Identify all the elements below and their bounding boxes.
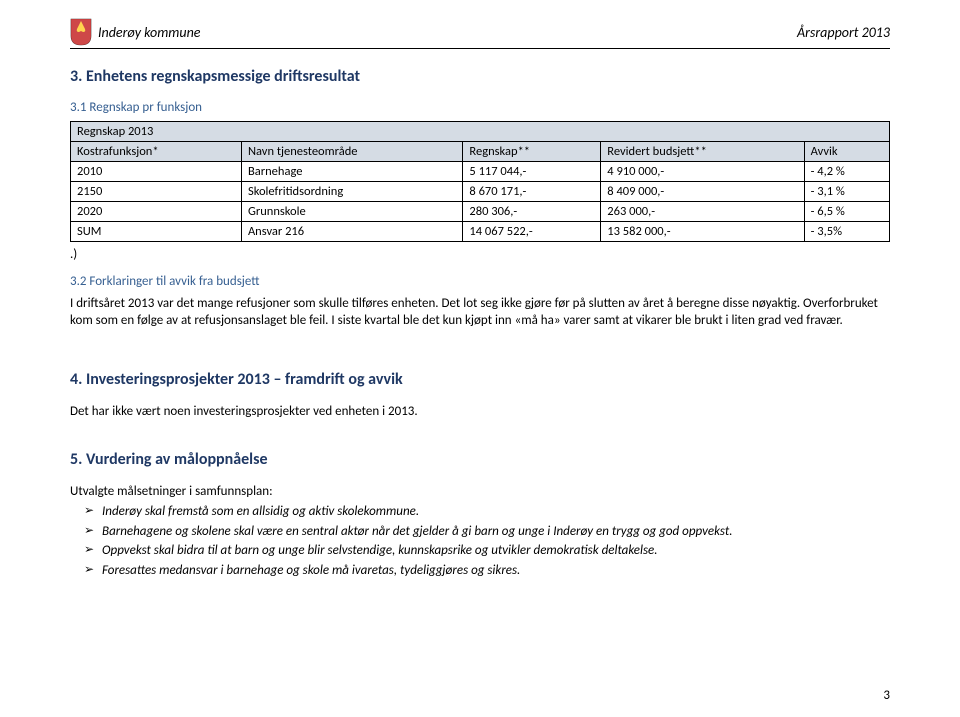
- section-5-intro: Utvalgte målsetninger i samfunnsplan:: [70, 483, 890, 501]
- section-4-title: 4. Investeringsprosjekter 2013 – framdri…: [70, 370, 890, 389]
- municipality-shield-icon: [70, 18, 92, 46]
- cell: - 4,2 %: [804, 162, 889, 182]
- list-item: Oppvekst skal bidra til at barn og unge …: [88, 542, 890, 561]
- table-row: 2150 Skolefritidsordning 8 670 171,- 8 4…: [71, 182, 890, 202]
- bullet-text: Foresattes medansvar i barnehage og skol…: [102, 563, 520, 578]
- section-3-1-title: 3.1 Regnskap pr funksjon: [70, 100, 890, 115]
- cell: 2150: [71, 182, 242, 202]
- table-header-row: Kostrafunksjon* Navn tjenesteområde Regn…: [71, 142, 890, 162]
- cell: 5 117 044,-: [463, 162, 601, 182]
- cell: Grunnskole: [241, 202, 462, 222]
- cell: Barnehage: [241, 162, 462, 182]
- list-item: Foresattes medansvar i barnehage og skol…: [88, 562, 890, 581]
- col-header: Navn tjenesteområde: [241, 142, 462, 162]
- cell: 263 000,-: [601, 202, 804, 222]
- cell: 2010: [71, 162, 242, 182]
- col-header: Avvik: [804, 142, 889, 162]
- cell: 8 670 171,-: [463, 182, 601, 202]
- table-row: 2020 Grunnskole 280 306,- 263 000,- - 6,…: [71, 202, 890, 222]
- table-row: SUM Ansvar 216 14 067 522,- 13 582 000,-…: [71, 222, 890, 242]
- cell: - 3,1 %: [804, 182, 889, 202]
- bullet-text: Inderøy skal fremstå som en allsidig og …: [102, 504, 419, 519]
- table-footnote: .): [70, 246, 890, 264]
- cell: SUM: [71, 222, 242, 242]
- cell: 280 306,-: [463, 202, 601, 222]
- goals-list: Inderøy skal fremstå som en allsidig og …: [70, 503, 890, 581]
- bullet-text: Oppvekst skal bidra til at barn og unge …: [102, 543, 658, 558]
- table-caption: Regnskap 2013: [71, 122, 890, 142]
- cell: - 6,5 %: [804, 202, 889, 222]
- section-3-2-body: I driftsåret 2013 var det mange refusjon…: [70, 295, 890, 330]
- cell: 8 409 000,-: [601, 182, 804, 202]
- list-item: Inderøy skal fremstå som en allsidig og …: [88, 503, 890, 522]
- municipality-name: Inderøy kommune: [98, 24, 200, 41]
- section-5-title: 5. Vurdering av måloppnåelse: [70, 450, 890, 469]
- col-header: Revidert budsjett**: [601, 142, 804, 162]
- page-number: 3: [883, 688, 890, 703]
- cell: 14 067 522,-: [463, 222, 601, 242]
- table-row: 2010 Barnehage 5 117 044,- 4 910 000,- -…: [71, 162, 890, 182]
- col-header: Kostrafunksjon*: [71, 142, 242, 162]
- regnskap-table: Regnskap 2013 Kostrafunksjon* Navn tjene…: [70, 121, 890, 242]
- list-item: Barnehagene og skolene skal være en sent…: [88, 523, 890, 542]
- bullet-text: Barnehagene og skolene skal være en sent…: [102, 524, 732, 539]
- section-4-body: Det har ikke vært noen investeringsprosj…: [70, 403, 890, 421]
- col-header: Regnskap**: [463, 142, 601, 162]
- section-3-2-title: 3.2 Forklaringer til avvik fra budsjett: [70, 274, 890, 289]
- report-title: Årsrapport 2013: [797, 24, 890, 41]
- cell: Skolefritidsordning: [241, 182, 462, 202]
- section-3-title: 3. Enhetens regnskapsmessige driftsresul…: [70, 67, 890, 86]
- cell: Ansvar 216: [241, 222, 462, 242]
- cell: 4 910 000,-: [601, 162, 804, 182]
- cell: 2020: [71, 202, 242, 222]
- page-header: Inderøy kommune Årsrapport 2013: [70, 18, 890, 49]
- cell: - 3,5%: [804, 222, 889, 242]
- cell: 13 582 000,-: [601, 222, 804, 242]
- header-left: Inderøy kommune: [70, 18, 200, 46]
